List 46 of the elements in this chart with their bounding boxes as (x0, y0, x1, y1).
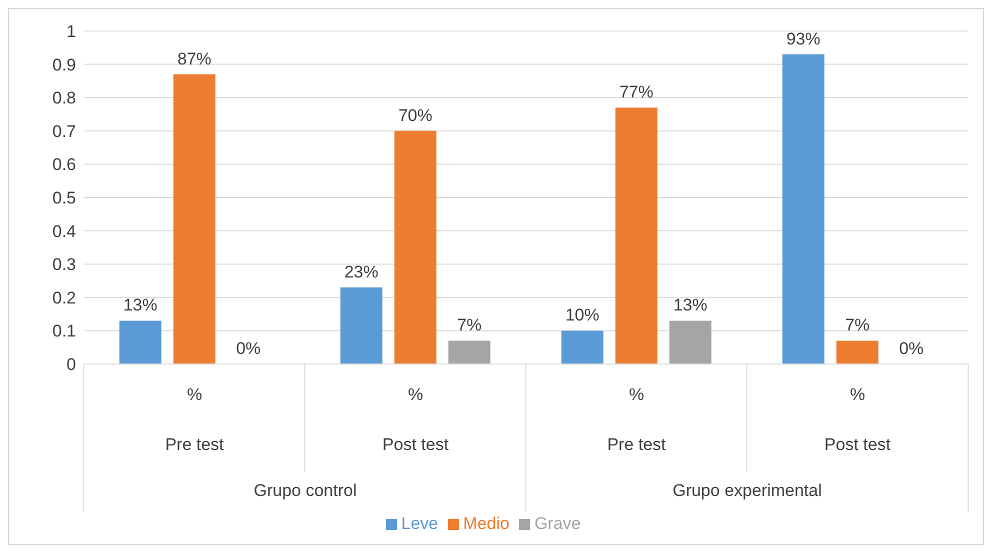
y-tick-label: 0.1 (52, 322, 76, 341)
y-tick-label: 0.2 (52, 288, 76, 308)
x-tick-label: % (850, 385, 866, 404)
legend-label: Medio (463, 514, 510, 533)
y-tick-label: 0.4 (52, 222, 76, 241)
bar (561, 330, 604, 364)
x-tick-label: % (628, 385, 644, 404)
data-label: 0% (236, 338, 261, 358)
text: Pre test (607, 435, 666, 454)
x-tick-label: % (408, 385, 424, 404)
text: Grupo control (254, 481, 357, 500)
legend-label: Leve (401, 514, 438, 533)
bar (836, 340, 878, 364)
data-label: 10% (565, 306, 600, 325)
bar (615, 108, 658, 364)
data-label: 7% (457, 316, 482, 335)
bar (119, 320, 162, 364)
bar (173, 74, 216, 364)
text: Grupo experimental (672, 481, 822, 500)
bar (448, 340, 490, 364)
bar (340, 287, 382, 364)
y-tick-label: 0.6 (52, 155, 76, 174)
data-label: 7% (845, 316, 870, 335)
bar (394, 130, 436, 364)
data-label: 93% (786, 29, 820, 48)
data-label: 77% (619, 82, 654, 102)
bar (782, 54, 824, 364)
data-label: 70% (398, 106, 432, 125)
data-label: 13% (123, 296, 158, 315)
y-tick-label: 1 (66, 22, 76, 42)
text: Post test (382, 435, 449, 454)
y-tick-label: 0 (66, 355, 76, 374)
legend-label: Grave (534, 514, 581, 533)
data-label: 0% (899, 338, 924, 358)
text: Pre test (165, 435, 224, 454)
y-tick-label: 0.5 (52, 188, 76, 208)
y-tick-label: 0.7 (52, 122, 76, 141)
y-tick-label: 0.3 (52, 255, 76, 274)
y-tick-label: 0.9 (52, 55, 76, 74)
data-label: 13% (673, 296, 708, 315)
text: Post test (824, 435, 891, 454)
bar (669, 320, 712, 364)
data-label: 87% (177, 49, 212, 68)
y-tick-label: 0.8 (52, 88, 76, 108)
x-tick-label: % (186, 385, 202, 404)
data-label: 23% (344, 262, 378, 282)
